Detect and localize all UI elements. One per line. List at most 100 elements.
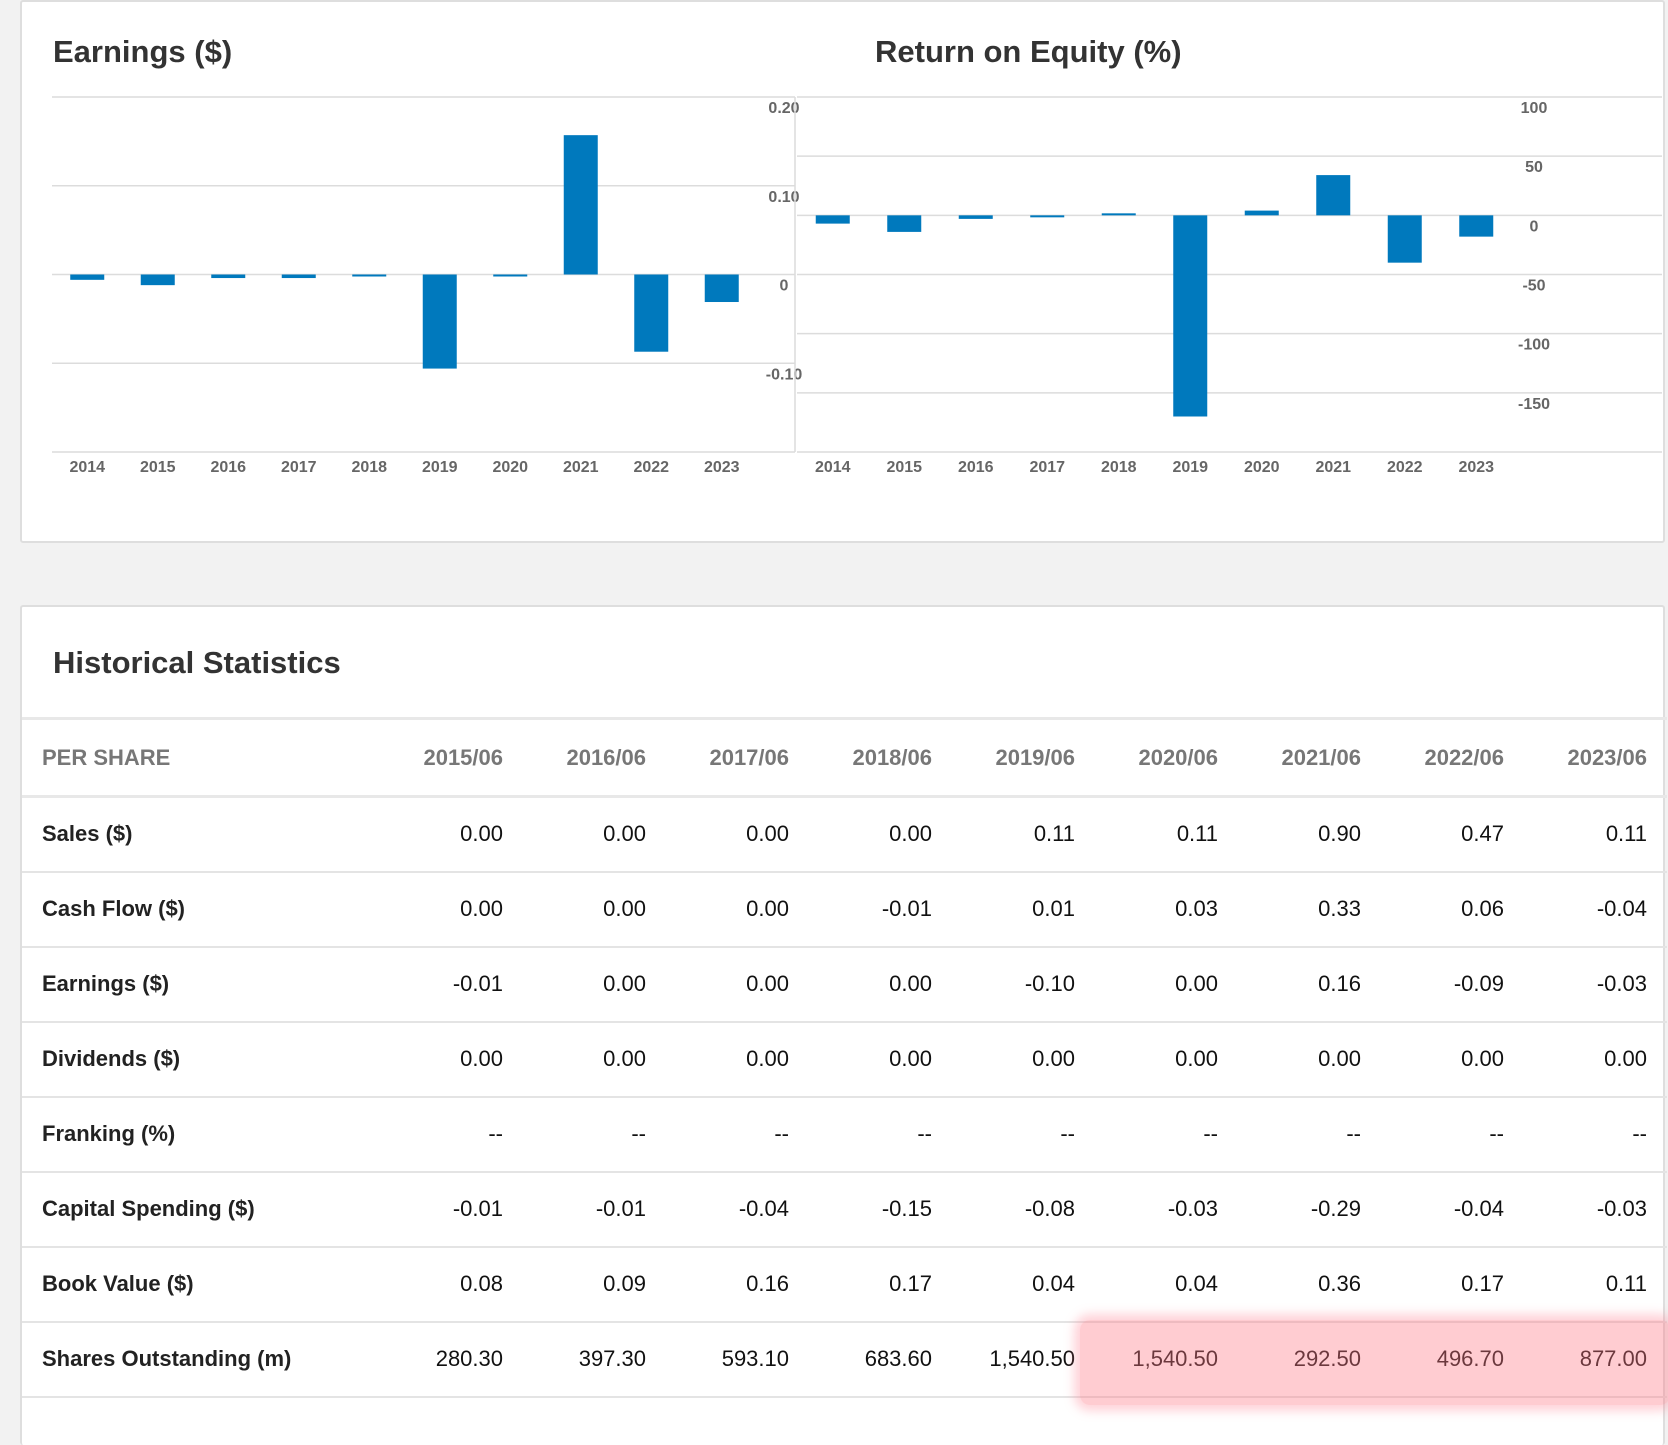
earnings-y-tick-label: 0: [780, 278, 789, 295]
stats-table: PER SHARE 2015/06 2016/06 2017/06 2018/0…: [22, 717, 1667, 1398]
table-cell: -0.01: [380, 1171, 523, 1248]
earnings-x-tick-label: 2014: [69, 459, 105, 476]
table-cell: 0.00: [1524, 1021, 1667, 1098]
table-row: Cash Flow ($) 0.00 0.00 0.00 -0.01 0.01 0.03 0.…: [22, 871, 1667, 948]
earnings-bar: [140, 274, 175, 286]
table-cell: 0.00: [952, 1021, 1095, 1098]
roe-y-tick-label: 50: [1525, 159, 1543, 176]
roe-x-tick-label: 2021: [1315, 459, 1351, 476]
table-cell: 0.09: [523, 1246, 666, 1323]
table-cell: 0.06: [1381, 871, 1524, 948]
table-cell: 0.11: [1524, 1246, 1667, 1323]
table-cell: -0.01: [523, 1171, 666, 1248]
table-cell: 0.00: [809, 946, 952, 1023]
table-cell: --: [380, 1096, 523, 1173]
table-cell: 0.90: [1238, 796, 1381, 873]
earnings-x-tick-label: 2015: [140, 459, 176, 476]
roe-x-tick-label: 2020: [1244, 459, 1280, 476]
table-cell: --: [523, 1096, 666, 1173]
stats-title: Historical Statistics: [53, 645, 341, 680]
earnings-y-tick-label: -0.10: [766, 366, 803, 383]
table-cell: -0.04: [1381, 1171, 1524, 1248]
table-cell: 0.00: [523, 796, 666, 873]
earnings-x-tick-label: 2016: [210, 459, 246, 476]
roe-bar: [1459, 215, 1494, 237]
column-header: 2019/06: [952, 717, 1095, 798]
roe-bar: [1387, 215, 1422, 263]
roe-x-tick-label: 2015: [886, 459, 922, 476]
roe-x-tick-label: 2018: [1101, 459, 1137, 476]
column-header: 2022/06: [1381, 717, 1524, 798]
column-header: 2023/06: [1524, 717, 1667, 798]
earnings-x-tick-label: 2020: [492, 459, 528, 476]
earnings-bar: [563, 135, 598, 275]
table-cell: 0.00: [666, 871, 809, 948]
column-header: 2016/06: [523, 717, 666, 798]
table-cell: 877.00: [1524, 1321, 1667, 1398]
table-cell: 0.33: [1238, 871, 1381, 948]
table-cell: 1,540.50: [952, 1321, 1095, 1398]
roe-x-tick-label: 2016: [958, 459, 994, 476]
table-cell: 280.30: [380, 1321, 523, 1398]
table-cell: 0.03: [1095, 871, 1238, 948]
table-cell: 0.11: [1524, 796, 1667, 873]
table-cell: 0.00: [666, 946, 809, 1023]
table-cell: -0.03: [1524, 1171, 1667, 1248]
row-label: Sales ($): [22, 796, 380, 873]
table-cell: 0.01: [952, 871, 1095, 948]
earnings-bar: [493, 274, 528, 277]
table-cell: 0.16: [1238, 946, 1381, 1023]
roe-y-tick-label: -50: [1522, 278, 1545, 295]
table-cell: 0.00: [1095, 946, 1238, 1023]
stats-header-row: PER SHARE 2015/06 2016/06 2017/06 2018/0…: [22, 717, 1667, 798]
roe-x-tick-label: 2022: [1387, 459, 1423, 476]
table-cell: -0.03: [1095, 1171, 1238, 1248]
table-cell: 0.11: [1095, 796, 1238, 873]
roe-bar: [1173, 215, 1208, 417]
roe-bar: [1030, 215, 1065, 218]
earnings-x-tick-label: 2021: [563, 459, 599, 476]
earnings-bar: [704, 274, 739, 303]
table-cell: 0.08: [380, 1246, 523, 1323]
roe-y-tick-label: 100: [1521, 100, 1548, 117]
roe-bar: [1101, 213, 1136, 216]
table-cell: 0.04: [952, 1246, 1095, 1323]
table-cell: -0.01: [380, 946, 523, 1023]
table-cell: 0.47: [1381, 796, 1524, 873]
table-row: Sales ($) 0.00 0.00 0.00 0.00 0.11 0.11 0.90 0.4…: [22, 796, 1667, 873]
table-cell: 0.00: [666, 1021, 809, 1098]
table-cell: --: [952, 1096, 1095, 1173]
table-cell: --: [809, 1096, 952, 1173]
table-row: Earnings ($) -0.01 0.00 0.00 0.00 -0.10 0.00 0.…: [22, 946, 1667, 1023]
earnings-chart-title: Earnings ($): [53, 34, 233, 69]
roe-y-tick-label: -100: [1518, 337, 1550, 354]
table-cell: 0.00: [666, 796, 809, 873]
charts-card: Earnings ($) Return on Equity (%) -0.10 0…: [20, 0, 1665, 543]
table-cell: --: [1524, 1096, 1667, 1173]
roe-x-tick-label: 2023: [1458, 459, 1494, 476]
earnings-bar: [281, 274, 316, 279]
table-cell: 0.17: [1381, 1246, 1524, 1323]
table-row: Shares Outstanding (m) 280.30 397.30 593.10…: [22, 1321, 1667, 1398]
column-header: 2017/06: [666, 717, 809, 798]
column-header: 2015/06: [380, 717, 523, 798]
table-cell: 0.00: [523, 946, 666, 1023]
earnings-x-tick-label: 2018: [351, 459, 387, 476]
earnings-x-tick-label: 2022: [633, 459, 669, 476]
table-cell: -0.04: [1524, 871, 1667, 948]
earnings-y-tick-label: 0.10: [768, 189, 799, 206]
roe-x-tick-label: 2019: [1172, 459, 1208, 476]
table-row: Book Value ($) 0.08 0.09 0.16 0.17 0.04 0.04 0.…: [22, 1246, 1667, 1323]
row-label: Earnings ($): [22, 946, 380, 1023]
table-cell: --: [1381, 1096, 1524, 1173]
column-header: 2018/06: [809, 717, 952, 798]
charts-canvas: -0.10 0 0.10 0.20 2014 2015 2016 2017 2018 2019 20…: [52, 96, 1662, 476]
table-cell: 0.17: [809, 1246, 952, 1323]
roe-bar: [887, 215, 922, 232]
roe-y-tick-label: 0: [1530, 218, 1539, 235]
table-cell: 0.00: [1095, 1021, 1238, 1098]
roe-bar: [815, 215, 850, 224]
table-cell: -0.08: [952, 1171, 1095, 1248]
earnings-bar: [634, 274, 669, 352]
table-cell: 0.00: [523, 1021, 666, 1098]
